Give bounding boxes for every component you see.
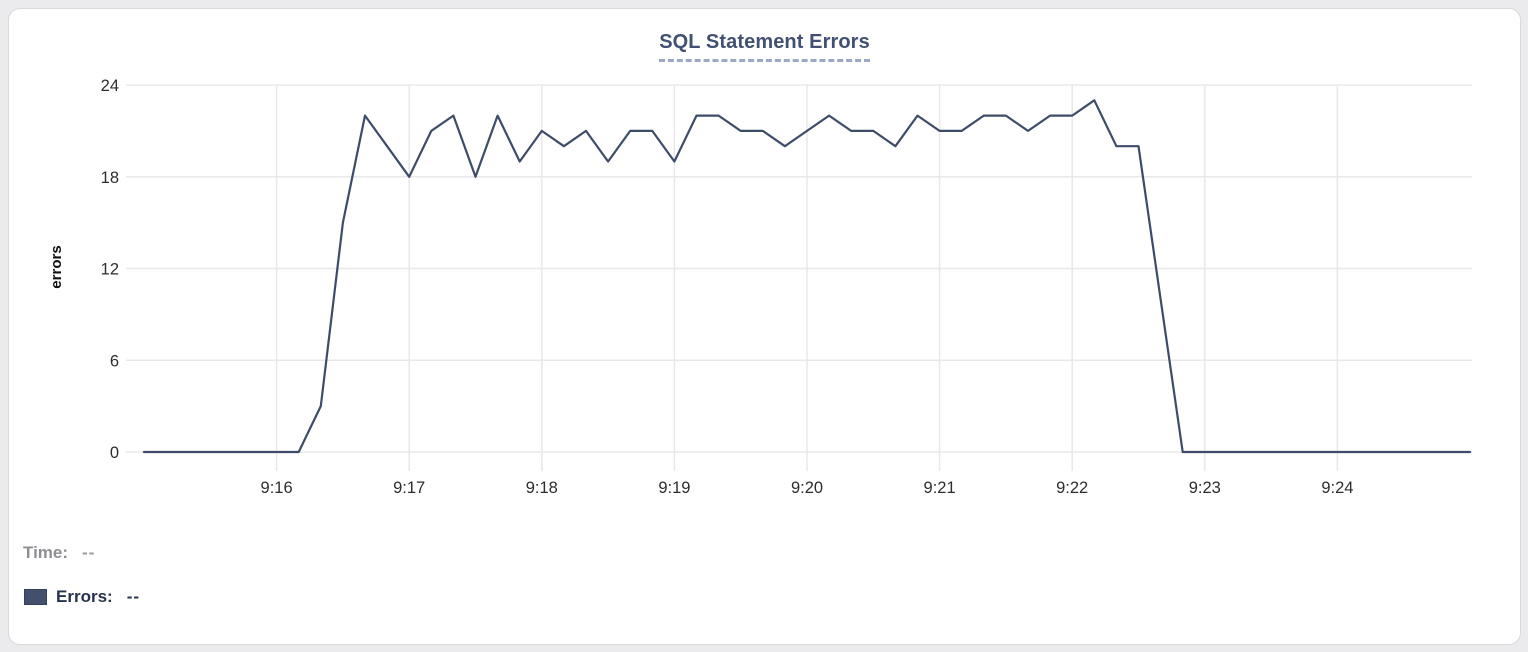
errors-series-swatch[interactable] xyxy=(24,589,47,605)
errors-series-line[interactable] xyxy=(142,99,1472,454)
errors-line-chart[interactable]: 0 6 12 18 24 9:16 9:17 9:18 9:19 9:20 9:21 9:22 9:23… xyxy=(9,9,1520,644)
x-tick-label: 9:23 xyxy=(1189,479,1221,497)
time-readout-row: Time: -- xyxy=(23,542,140,564)
errors-legend-row[interactable]: Errors: -- xyxy=(23,586,140,608)
y-tick-label: 24 xyxy=(101,77,119,95)
x-tick-label: 9:24 xyxy=(1321,479,1353,497)
y-tick-label: 0 xyxy=(110,444,119,462)
y-axis-title: errors xyxy=(48,245,65,288)
x-tick-label: 9:20 xyxy=(791,479,823,497)
chart-header: SQL Statement Errors xyxy=(9,31,1520,62)
x-tick-label: 9:19 xyxy=(658,479,690,497)
errors-readout-value: -- xyxy=(126,587,141,606)
y-tick-label: 6 xyxy=(110,352,119,370)
time-readout-label: Time: xyxy=(23,543,69,562)
chart-title[interactable]: SQL Statement Errors xyxy=(659,31,870,62)
errors-readout-label: Errors: xyxy=(56,587,113,606)
hover-readout: Time: -- Errors: -- xyxy=(23,542,140,608)
x-tick-label: 9:17 xyxy=(393,479,425,497)
x-tick-label: 9:18 xyxy=(526,479,558,497)
x-tick-label: 9:16 xyxy=(261,479,293,497)
x-tick-label: 9:22 xyxy=(1056,479,1088,497)
chart-card: SQL Statement Errors 0 6 12 18 24 9:16 9:17 9:1… xyxy=(8,8,1521,645)
y-tick-label: 12 xyxy=(101,261,119,279)
time-readout-value: -- xyxy=(82,543,96,562)
y-tick-label: 18 xyxy=(101,169,119,187)
x-tick-label: 9:21 xyxy=(924,479,956,497)
